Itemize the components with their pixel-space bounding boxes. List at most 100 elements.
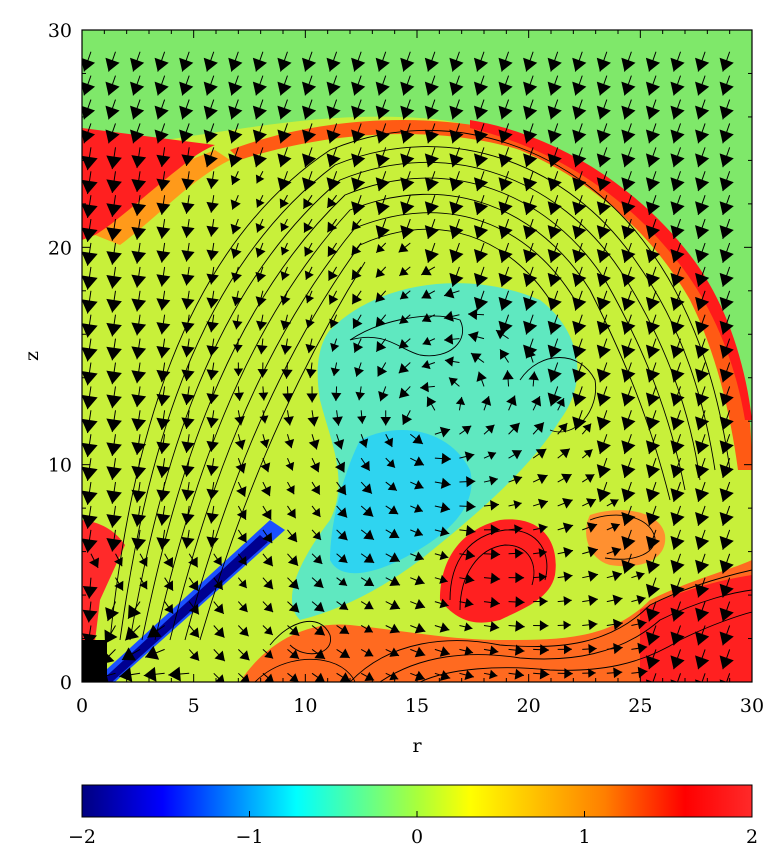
vector-head xyxy=(388,505,399,515)
vector-head xyxy=(670,535,685,550)
vector-head xyxy=(621,559,636,574)
vector-head xyxy=(303,222,314,233)
vector-head xyxy=(461,425,472,435)
vector-head xyxy=(181,226,195,238)
vector-head xyxy=(596,57,611,72)
vector-head xyxy=(695,129,710,144)
vector-head xyxy=(289,649,300,659)
vector-head xyxy=(572,249,587,263)
vector-head xyxy=(464,451,475,462)
vector-head xyxy=(351,269,362,280)
hot-shell-outer xyxy=(470,120,752,420)
vector-head xyxy=(280,344,292,355)
vector-head xyxy=(351,244,362,256)
vector-head xyxy=(695,679,703,682)
vector-head xyxy=(188,603,199,615)
vector-head xyxy=(719,320,734,335)
vector-head xyxy=(498,225,513,239)
vector-head xyxy=(363,553,375,563)
vector-head xyxy=(255,174,265,184)
vector-head xyxy=(489,669,498,680)
vector-head xyxy=(400,225,415,239)
vector-head xyxy=(384,437,394,447)
vector-head xyxy=(314,648,326,659)
vector-head xyxy=(311,484,320,495)
vector-head xyxy=(621,368,636,383)
vector-head xyxy=(670,272,685,287)
vector-head xyxy=(280,246,290,256)
vector-head xyxy=(523,249,538,263)
vector-head xyxy=(228,57,243,72)
vector-head xyxy=(364,648,374,657)
vector-head xyxy=(621,177,636,192)
vector-head xyxy=(301,105,317,120)
contour-line xyxy=(184,228,551,641)
x-tick-label: 0 xyxy=(76,695,88,717)
vector-head xyxy=(621,225,636,239)
vector-head xyxy=(82,677,87,682)
x-axis: 0 5 10 15 20 25 30 xyxy=(76,30,764,717)
vector-head xyxy=(82,418,98,434)
vector-head xyxy=(280,270,290,281)
vector-head xyxy=(355,391,366,401)
vector-head xyxy=(339,672,351,682)
vector-head xyxy=(695,416,710,431)
vector-head xyxy=(399,267,409,276)
vector-head xyxy=(539,620,549,631)
vector-head xyxy=(610,522,620,532)
vector-head xyxy=(695,201,710,215)
vector-head xyxy=(106,298,122,313)
vector-head xyxy=(719,201,734,215)
vector-head xyxy=(468,331,479,343)
vector-head xyxy=(424,81,439,96)
vector-head xyxy=(230,223,242,235)
vector-head xyxy=(188,556,198,568)
vector-head xyxy=(305,368,317,379)
vector-head xyxy=(645,655,661,670)
vector-head xyxy=(313,554,323,564)
vector-head xyxy=(82,656,96,670)
vector-head xyxy=(588,570,599,582)
vector-head xyxy=(389,599,401,610)
vector-head xyxy=(203,129,218,144)
vector-head xyxy=(426,396,437,408)
vector-head xyxy=(277,177,292,192)
vector-head xyxy=(261,509,272,520)
vector-head xyxy=(490,548,501,560)
vector-head xyxy=(473,225,489,239)
vector-head xyxy=(401,414,413,425)
vector-head xyxy=(473,249,489,263)
vector-head xyxy=(301,57,317,72)
vector-head xyxy=(354,367,364,377)
red-mushroom xyxy=(440,519,556,623)
vector-head xyxy=(189,627,200,638)
vector-head xyxy=(583,449,593,458)
vector-head xyxy=(233,368,244,377)
vector-head xyxy=(498,201,513,215)
vector-head xyxy=(181,321,195,334)
vector-head xyxy=(130,81,145,96)
vector-head xyxy=(441,452,452,465)
vector-head xyxy=(82,251,98,266)
vector-head xyxy=(547,368,562,383)
vector-head xyxy=(537,473,548,485)
vector-head xyxy=(206,345,219,357)
vector-head xyxy=(465,549,476,561)
vector-head xyxy=(439,526,450,537)
vector-head xyxy=(351,201,366,215)
vector-head xyxy=(131,394,147,408)
vector-head xyxy=(468,308,478,321)
vector-head xyxy=(338,577,348,586)
vector-head xyxy=(361,483,372,494)
vector-head xyxy=(596,320,611,335)
vector-head xyxy=(695,296,710,311)
vector-head xyxy=(206,225,219,237)
vector-head xyxy=(255,223,266,233)
vector-head xyxy=(89,557,100,568)
vector-head xyxy=(400,81,415,96)
x-tick-label: 10 xyxy=(293,695,317,717)
vector-head xyxy=(277,105,292,120)
vector-head xyxy=(421,359,431,370)
vector-head xyxy=(206,369,219,381)
vector-head xyxy=(131,513,147,527)
